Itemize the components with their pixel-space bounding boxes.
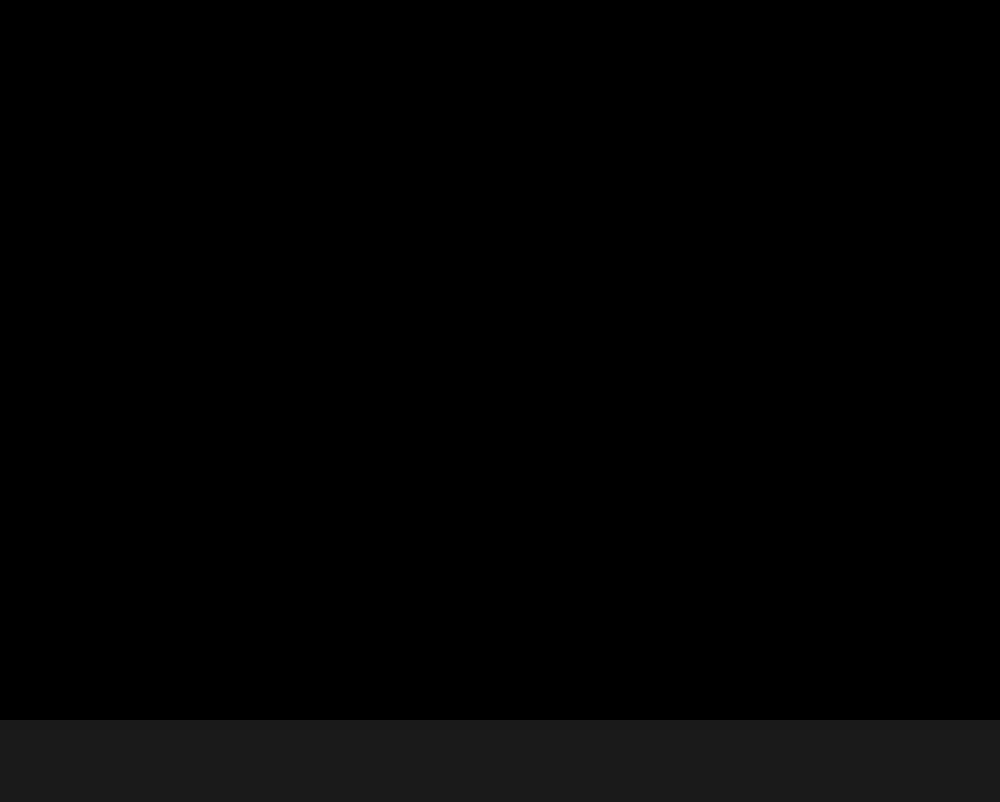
watermark-footer bbox=[0, 720, 1000, 802]
word-cloud bbox=[0, 0, 1000, 720]
